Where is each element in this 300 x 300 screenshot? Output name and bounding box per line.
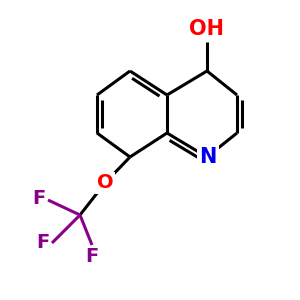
Text: F: F	[33, 190, 46, 208]
Text: N: N	[199, 147, 217, 167]
Text: F: F	[36, 233, 49, 253]
Text: OH: OH	[190, 19, 224, 39]
Text: F: F	[85, 247, 99, 266]
Text: O: O	[97, 173, 113, 193]
